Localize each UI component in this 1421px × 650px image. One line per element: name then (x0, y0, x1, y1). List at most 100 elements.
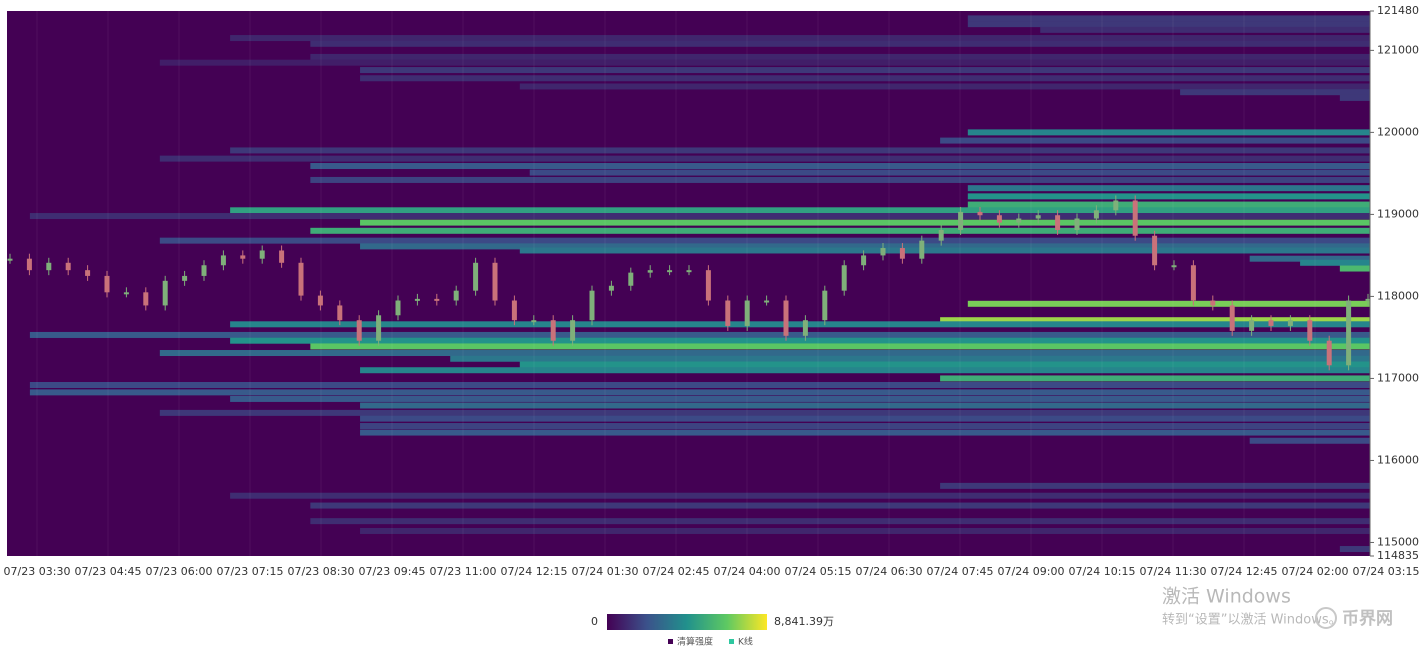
candle-body (1229, 305, 1235, 331)
candle-body (570, 320, 576, 341)
watermark-hint: 转到“设置”以激活 Windows。 (1162, 613, 1342, 628)
heat-band (310, 343, 1371, 350)
legend-swatch (668, 639, 673, 644)
heat-band (159, 409, 1371, 416)
candle-body (1326, 340, 1332, 366)
heat-band (967, 15, 1370, 22)
x-tick-label: 07/23 11:00 (430, 565, 497, 578)
candle-body (414, 298, 420, 301)
heat-band (1300, 259, 1370, 266)
y-tick-label: 117000 (1377, 371, 1419, 384)
candle-body (162, 280, 168, 306)
candle-body (899, 248, 905, 259)
candle-body (511, 300, 517, 321)
heat-band (967, 300, 1370, 307)
x-tick-label: 07/23 06:00 (146, 565, 213, 578)
logo-icon (1315, 607, 1337, 629)
legend-label: K线 (738, 636, 753, 647)
y-tick-label: 118000 (1377, 289, 1419, 302)
heat-band (967, 193, 1370, 200)
heat-band (159, 59, 1371, 66)
heat-band (360, 402, 1370, 409)
heat-band (450, 355, 1371, 362)
heat-band (360, 527, 1370, 534)
x-tick-label: 07/23 03:30 (4, 565, 71, 578)
heat-band (230, 35, 1370, 42)
candle-body (65, 262, 71, 271)
heat-band (310, 40, 1371, 47)
candle-body (376, 315, 382, 341)
candle-body (356, 320, 362, 341)
visual-map-bar (607, 614, 767, 630)
heat-band (940, 317, 1370, 324)
candle-body (919, 240, 925, 259)
heat-band (310, 53, 1371, 60)
x-tick-label: 07/23 09:45 (359, 565, 426, 578)
x-tick-label: 07/24 09:00 (998, 565, 1065, 578)
heat-band (230, 395, 1370, 402)
candle-body (182, 275, 188, 281)
x-tick-label: 07/23 07:15 (217, 565, 284, 578)
heat-band (1249, 255, 1370, 262)
candle-body (1190, 265, 1196, 301)
candle-body (220, 255, 226, 266)
heat-band (360, 367, 1370, 374)
candle-body (1132, 200, 1138, 236)
candle-body (958, 211, 964, 230)
heat-band (159, 237, 1371, 244)
candle-body (550, 320, 556, 341)
heat-band (310, 227, 1371, 234)
logo-text: 币界网 (1342, 609, 1393, 629)
heat-band (360, 75, 1370, 82)
candle-body (1365, 298, 1371, 301)
candle-body (841, 265, 847, 291)
heat-band (230, 207, 1370, 214)
heat-band (310, 176, 1371, 183)
candle-body (996, 215, 1002, 223)
candle-body (880, 248, 886, 256)
heat-band (1040, 26, 1370, 33)
heat-band (529, 169, 1370, 176)
candle-body (861, 255, 867, 266)
heat-band (360, 429, 1370, 436)
x-tick-label: 07/24 02:00 (1282, 565, 1349, 578)
heat-band (360, 423, 1370, 430)
candle-body (434, 298, 440, 301)
heat-band (360, 67, 1370, 74)
heat-band (310, 502, 1371, 509)
candle-body (802, 320, 808, 336)
candle-body (822, 290, 828, 321)
candle-body (1346, 300, 1352, 366)
candle-body (201, 265, 207, 276)
heat-band (1249, 437, 1370, 444)
visual-map-max: 8,841.39万 (774, 615, 834, 628)
candle-body (938, 229, 944, 241)
heat-band (519, 247, 1370, 254)
plot-background (7, 11, 1370, 556)
x-tick-label: 07/24 03:15 (1353, 565, 1420, 578)
candle-body (783, 300, 789, 336)
heat-band (310, 163, 1371, 170)
candle-body (123, 292, 129, 295)
heat-band (230, 321, 1370, 328)
candle-body (473, 262, 479, 291)
x-tick-label: 07/24 01:30 (572, 565, 639, 578)
x-tick-label: 07/24 06:30 (856, 565, 923, 578)
candle-body (1074, 218, 1080, 230)
candle-body (1016, 218, 1022, 223)
candle-body (1268, 320, 1274, 326)
heat-band (230, 337, 1370, 344)
y-tick-label: 115000 (1377, 535, 1419, 548)
candle-body (1113, 200, 1119, 211)
heat-band (29, 381, 1370, 388)
candle-body (1152, 235, 1158, 266)
heat-band (29, 331, 1370, 338)
legend-label: 清算强度 (677, 636, 713, 647)
x-tick-label: 07/23 04:45 (75, 565, 142, 578)
candle-body (46, 262, 52, 271)
heat-band (519, 361, 1370, 368)
candle-body (279, 250, 285, 263)
